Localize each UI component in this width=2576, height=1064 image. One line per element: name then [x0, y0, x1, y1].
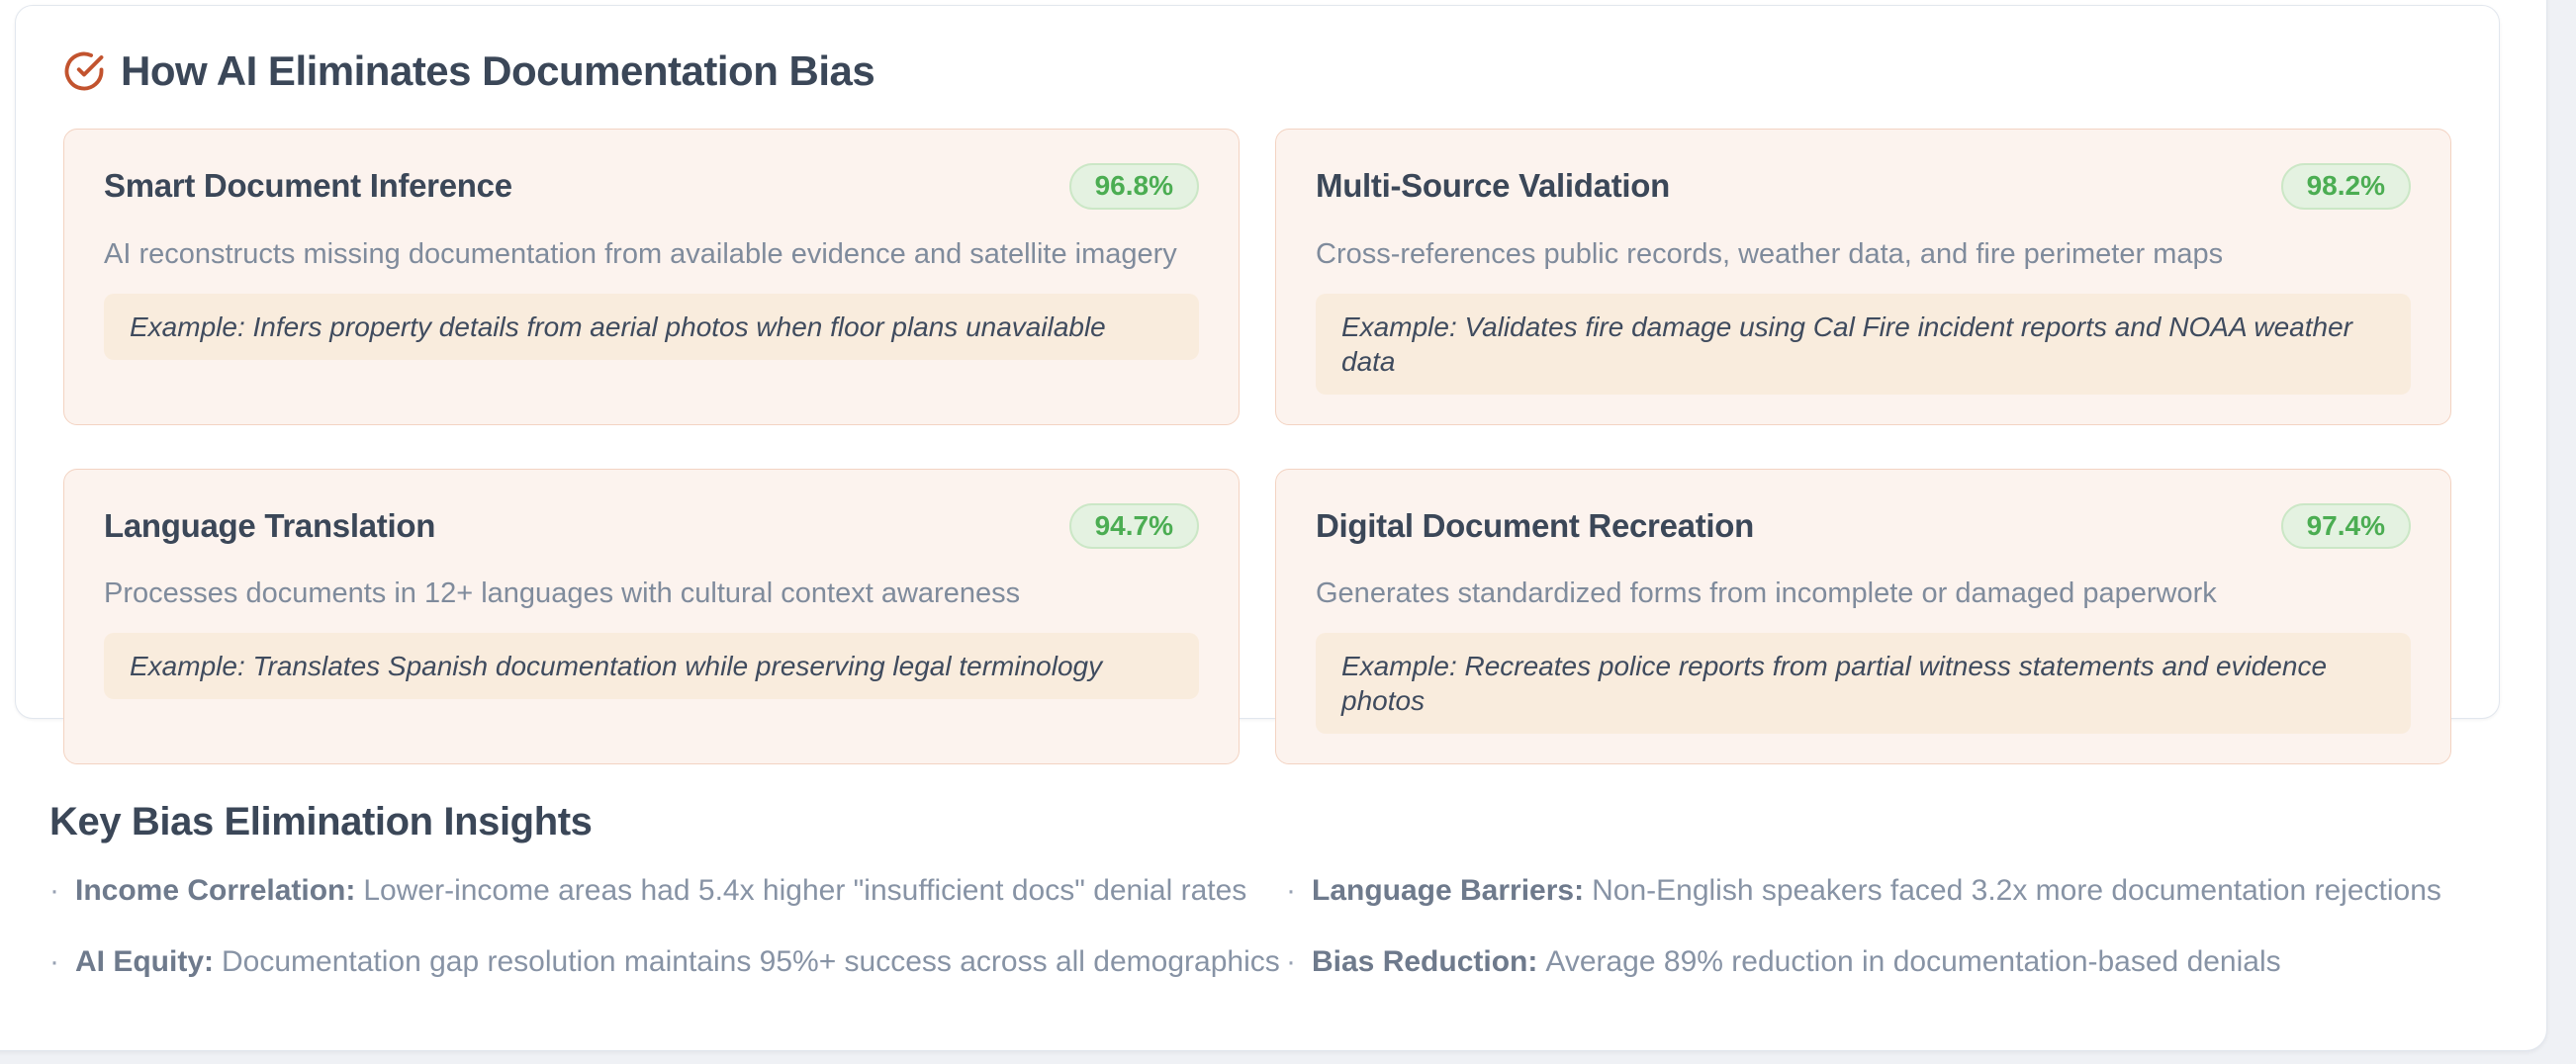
insights-grid: · Income Correlation: Lower-income areas h… — [49, 870, 2529, 983]
insight-label: AI Equity: — [75, 945, 214, 978]
accuracy-badge: 98.2% — [2280, 163, 2411, 210]
content-area: How AI Eliminates Documentation Bias Sma… — [0, 5, 2576, 983]
bullet-icon: · — [1286, 874, 1296, 907]
feature-card-description: AI reconstructs missing documentation fr… — [104, 237, 1177, 270]
insight-text: Average 89% reduction in documentation-b… — [1545, 945, 2281, 978]
bullet-icon: · — [49, 945, 59, 978]
insight-bias-reduction: · Bias Reduction: Average 89% reduction in… — [1286, 941, 2529, 983]
section-header: How AI Eliminates Documentation Bias — [63, 44, 2451, 99]
accuracy-badge: 96.8% — [1068, 163, 1199, 210]
feature-card-description: Cross-references public records, weather… — [1316, 237, 2224, 270]
insight-label: Income Correlation: — [75, 874, 356, 907]
feature-card-title: Language Translation — [104, 506, 436, 544]
insight-text: Non-English speakers faced 3.2x more doc… — [1592, 874, 2441, 907]
insights-title: Key Bias Elimination Insights — [49, 800, 593, 843]
feature-card-header: Multi-Source Validation 98.2% — [1316, 163, 2411, 210]
section-title: How AI Eliminates Documentation Bias — [121, 47, 875, 94]
feature-card-header: Smart Document Inference 96.8% — [104, 163, 1199, 210]
feature-card-example: Example: Translates Spanish documentatio… — [104, 633, 1199, 700]
insight-ai-equity: · AI Equity: Documentation gap resolution … — [49, 941, 1286, 983]
feature-card-header: Language Translation 94.7% — [104, 502, 1199, 550]
insight-language-barriers: · Language Barriers: Non-English speakers … — [1286, 870, 2529, 912]
feature-card-example: Example: Recreates police reports from p… — [1316, 633, 2411, 735]
feature-card-example: Example: Validates fire damage using Cal… — [1316, 293, 2411, 395]
insight-text: Documentation gap resolution maintains 9… — [222, 945, 1280, 978]
bullet-icon: · — [1286, 945, 1296, 978]
key-insights-section: Key Bias Elimination Insights · Income Co… — [49, 800, 2529, 983]
check-circle-icon — [64, 51, 104, 91]
insight-label: Language Barriers: — [1312, 874, 1585, 907]
bullet-icon: · — [49, 874, 59, 907]
insight-text: Lower-income areas had 5.4x higher "insu… — [363, 874, 1247, 907]
ai-bias-section-card: How AI Eliminates Documentation Bias Sma… — [15, 5, 2500, 765]
feature-card-smart-document-inference: Smart Document Inference 96.8% AI recons… — [63, 129, 1240, 425]
feature-card-example: Example: Infers property details from ae… — [104, 293, 1199, 360]
accuracy-badge: 94.7% — [1068, 502, 1199, 550]
insight-label: Bias Reduction: — [1312, 945, 1538, 978]
feature-card-title: Digital Document Recreation — [1316, 506, 1754, 544]
feature-card-title: Smart Document Inference — [104, 167, 512, 205]
insight-income-correlation: · Income Correlation: Lower-income areas h… — [49, 870, 1286, 912]
feature-card-digital-document-recreation: Digital Document Recreation 97.4% Genera… — [1275, 468, 2451, 765]
feature-card-header: Digital Document Recreation 97.4% — [1316, 502, 2411, 550]
feature-card-language-translation: Language Translation 94.7% Processes doc… — [63, 468, 1240, 765]
feature-card-title: Multi-Source Validation — [1316, 167, 1670, 205]
feature-card-multi-source-validation: Multi-Source Validation 98.2% Cross-refe… — [1275, 129, 2451, 425]
accuracy-badge: 97.4% — [2280, 502, 2411, 550]
feature-card-grid: Smart Document Inference 96.8% AI recons… — [63, 129, 2451, 765]
feature-card-description: Generates standardized forms from incomp… — [1316, 577, 2217, 610]
feature-card-description: Processes documents in 12+ languages wit… — [104, 577, 1021, 610]
